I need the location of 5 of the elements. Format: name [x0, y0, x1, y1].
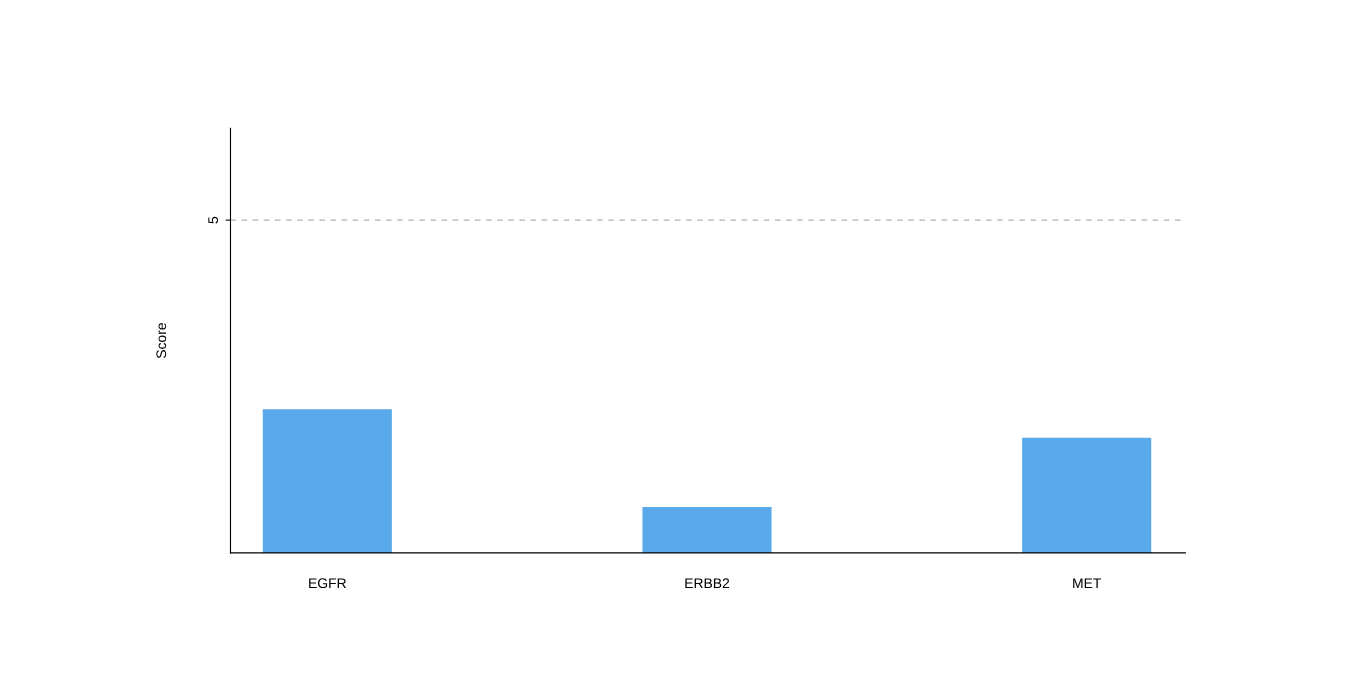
y-axis-title: Score — [156, 323, 167, 359]
x-tick-label: ERBB2 — [685, 578, 730, 588]
x-tick-label: EGFR — [309, 578, 346, 589]
x-tick-label: MET — [1073, 578, 1102, 588]
y-tick-label: 5 — [208, 216, 219, 224]
